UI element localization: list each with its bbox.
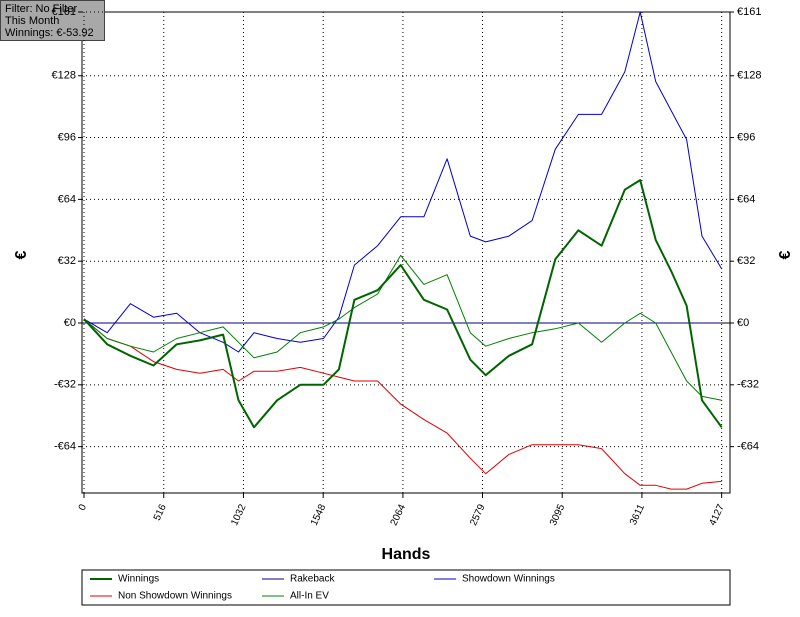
legend — [81, 569, 731, 606]
y-tick-label: €128 — [52, 70, 76, 82]
x-tick-label: 2579 — [468, 502, 488, 527]
y2-tick-label: €0 — [737, 317, 749, 329]
plot-area — [81, 11, 731, 494]
y-axis-label: € — [13, 250, 30, 259]
y-tick-label: €96 — [58, 131, 76, 143]
x-tick-label: 0 — [77, 502, 90, 512]
legend-label: All-In EV — [290, 591, 329, 602]
y-tick-label: €0 — [64, 317, 76, 329]
y2-tick-label: -€32 — [737, 379, 759, 391]
x-tick-label: 1548 — [309, 502, 329, 527]
series-line — [83, 254, 722, 401]
y-tick-label: €32 — [58, 255, 76, 267]
info-filter: Filter: No Filter — [5, 3, 77, 15]
legend-label: Rakeback — [290, 574, 335, 585]
x-tick-label: 516 — [152, 502, 169, 522]
series-line — [83, 11, 723, 353]
series-line — [83, 179, 723, 429]
x-tick-label: 2064 — [389, 502, 409, 527]
x-tick-label: 3095 — [548, 502, 568, 527]
x-tick-label: 4127 — [707, 502, 727, 527]
x-tick-label: 1032 — [229, 502, 249, 527]
legend-label: Non Showdown Winnings — [118, 591, 232, 602]
y2-tick-label: €128 — [737, 70, 761, 82]
legend-label: Showdown Winnings — [462, 574, 555, 585]
y-tick-label: -€64 — [54, 441, 76, 453]
y2-tick-label: €96 — [737, 131, 755, 143]
series-line — [83, 318, 722, 490]
info-winnings: Winnings: €-53.92 — [5, 27, 94, 39]
x-axis-label: Hands — [382, 546, 431, 563]
y2-tick-label: €161 — [737, 6, 761, 18]
y2-tick-label: €32 — [737, 255, 755, 267]
y2-axis-label: € — [777, 250, 794, 259]
y-tick-label: -€32 — [54, 379, 76, 391]
info-box — [0, 0, 105, 41]
info-period: This Month — [5, 15, 59, 27]
y-tick-label: €64 — [58, 193, 76, 205]
y2-tick-label: -€64 — [737, 441, 759, 453]
y2-tick-label: €64 — [737, 193, 755, 205]
y-tick-label: €161 — [52, 6, 76, 18]
legend-label: Winnings — [118, 574, 159, 585]
x-tick-label: 3611 — [628, 502, 647, 527]
